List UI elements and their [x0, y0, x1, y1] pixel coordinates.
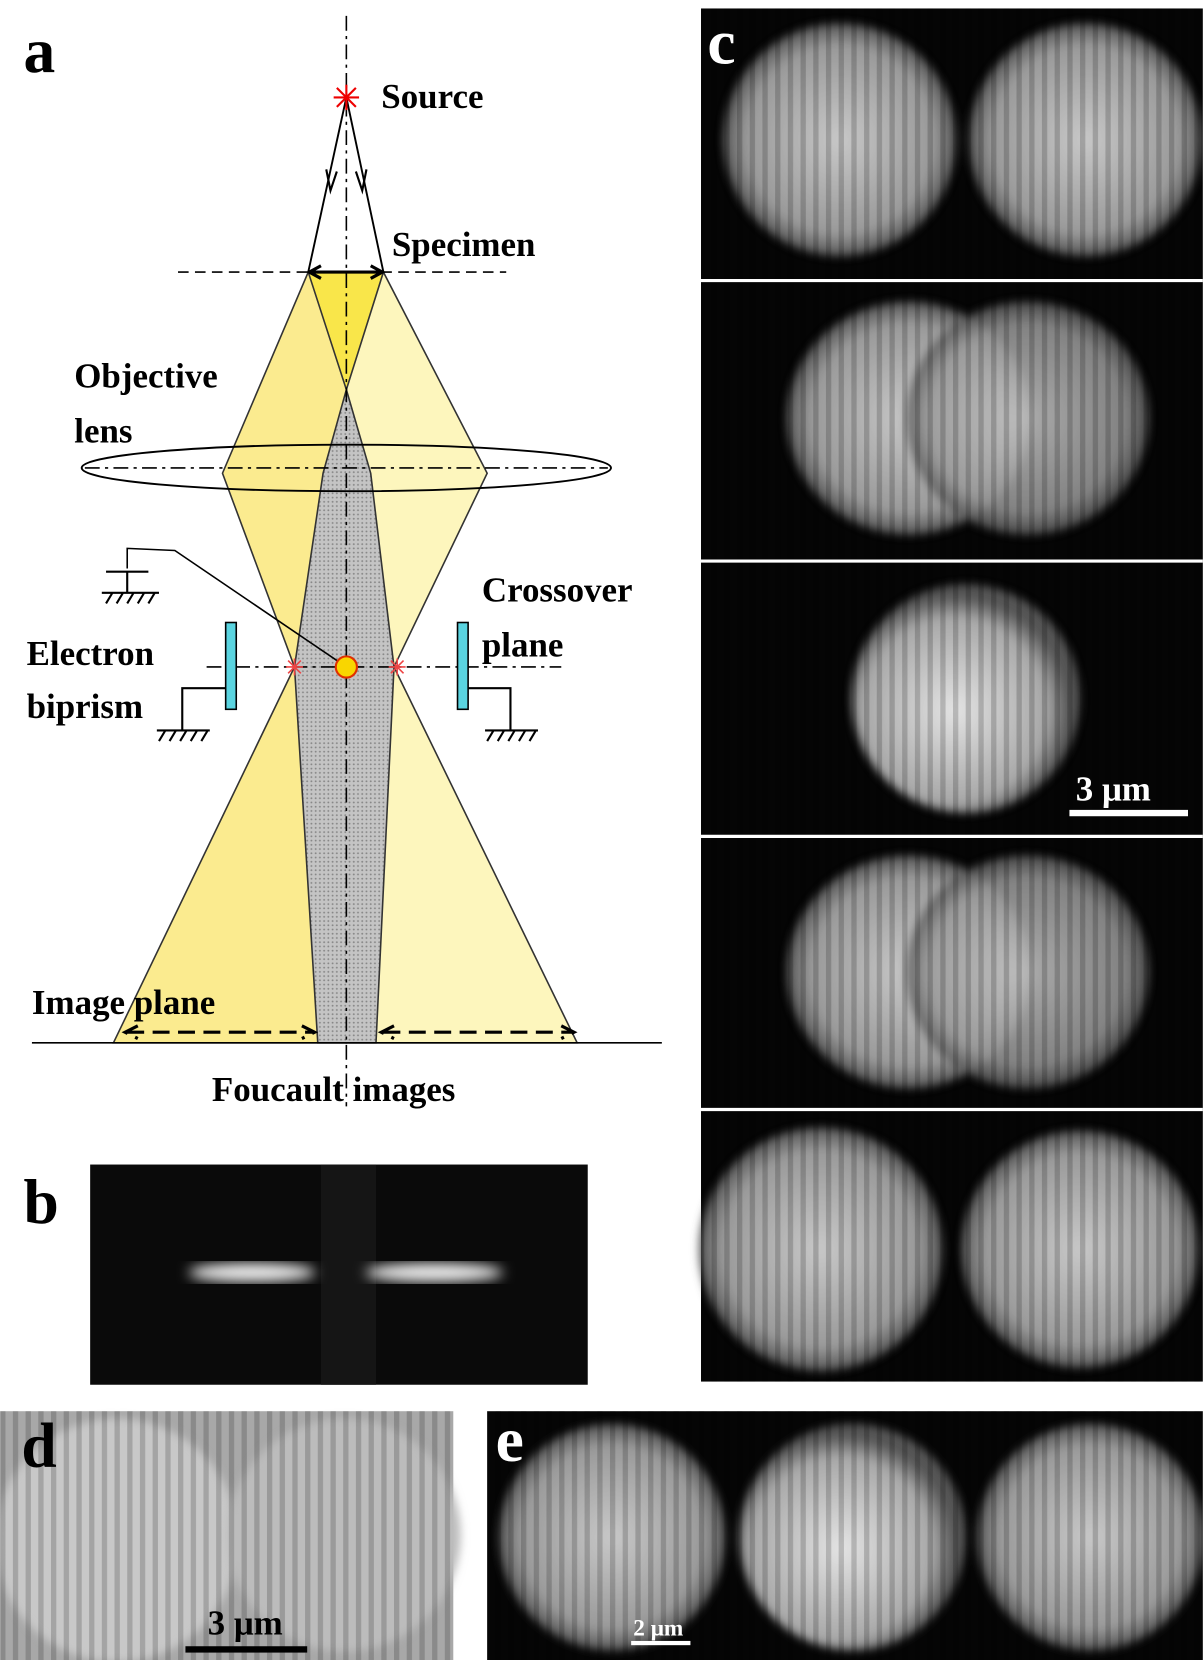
scale-bar [185, 1646, 307, 1652]
panel-b: b [23, 1165, 587, 1385]
ray-arrow [326, 169, 337, 190]
objective-label: Objective [74, 356, 218, 395]
biprism-label: Electron [27, 634, 154, 673]
biprism-wire [336, 656, 357, 677]
foucault-label: Foucault images [212, 1070, 455, 1109]
crossover-label: plane [482, 625, 564, 664]
crossover-label: Crossover [482, 570, 633, 609]
fringes [701, 8, 1203, 1381]
biprism-label: biprism [27, 687, 143, 726]
ground-symbols-part [157, 688, 226, 741]
objective-label: lens [74, 412, 132, 451]
panel-label: e [496, 1404, 524, 1475]
panel-label: c [707, 7, 735, 78]
ray [346, 97, 383, 272]
diffraction-spot [189, 1263, 316, 1282]
page: a Source Specimen Objective lens Crossov… [0, 0, 1203, 1660]
source-label: Source [381, 77, 483, 116]
ground-symbols-part [468, 688, 538, 741]
scale-bar-label: 3 μm [1076, 769, 1151, 808]
diffraction-spot [365, 1263, 503, 1282]
biprism-plate [458, 623, 469, 710]
fringes [487, 1411, 1203, 1660]
panel-label: a [23, 15, 55, 86]
scale-bar-label: 2 μm [633, 1616, 683, 1642]
panel-d: d 3 μm [0, 1409, 461, 1660]
image-plane-label: Image plane [32, 983, 215, 1022]
figure: a Source Specimen Objective lens Crossov… [0, 0, 1203, 1660]
panel-e: e 2 μm [487, 1404, 1203, 1660]
panel-c: c 3 μm [699, 7, 1203, 1382]
ray [308, 97, 346, 272]
panel-label: d [21, 1409, 56, 1480]
ground-symbols-part [102, 572, 159, 604]
specimen-label: Specimen [392, 225, 536, 264]
panel-a: a Source Specimen Objective lens Crossov… [23, 15, 661, 1109]
scale-bar [631, 1641, 690, 1645]
scale-bar-label: 3 μm [208, 1604, 283, 1643]
source-star [334, 85, 359, 110]
panel-label: b [23, 1166, 58, 1237]
biprism-plate [226, 623, 237, 710]
scale-bar [1069, 810, 1188, 816]
